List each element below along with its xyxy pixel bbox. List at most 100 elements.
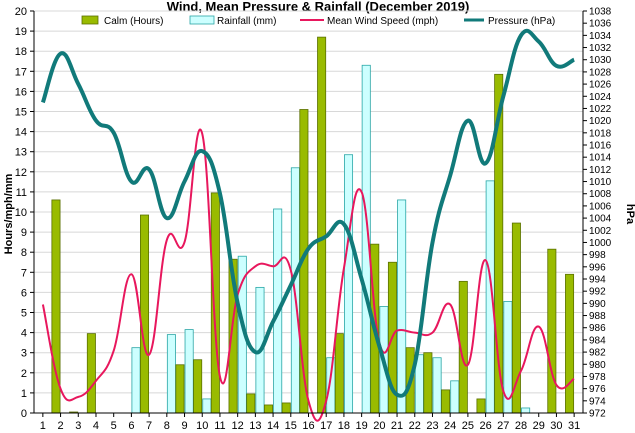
y2-tick-label-11: 994	[589, 275, 606, 286]
legend: Calm (Hours) Rainfall (mm) Mean Wind Spe…	[81, 15, 555, 27]
x-tick-label-6: 6	[128, 420, 134, 432]
y-tick-label-10: 10	[15, 207, 27, 219]
y-tick-label-18: 18	[15, 46, 27, 58]
y-tick-label-15: 15	[15, 107, 27, 119]
x-tick-label-8: 8	[164, 420, 170, 432]
calm-bar-4	[86, 333, 96, 414]
y-tick-label-8: 8	[21, 247, 27, 259]
y2-tick-label-20: 1012	[589, 165, 612, 176]
y2-axis-label: hPa	[624, 204, 635, 225]
calm-bar-9	[175, 364, 185, 414]
x-tick-label-23: 23	[426, 420, 438, 432]
rainfall-bar-8	[166, 334, 176, 414]
calm-bar-26	[476, 398, 486, 414]
calm-bar-23	[423, 352, 433, 414]
x-tick-label-13: 13	[249, 420, 261, 432]
y2-tick-label-14: 1000	[589, 238, 612, 249]
rainfall-bar-9	[184, 329, 194, 414]
y2-tick-label-29: 1030	[589, 55, 612, 66]
x-tick-label-15: 15	[285, 420, 297, 432]
y2-tick-label-28: 1028	[589, 67, 612, 78]
legend-swatch-calm	[81, 15, 99, 25]
y-tick-label-3: 3	[21, 348, 27, 360]
rainfall-bar-10	[202, 398, 212, 414]
y2-tick-label-31: 1034	[589, 31, 612, 42]
y2-tick-label-6: 984	[589, 335, 606, 346]
y2-tick-label-30: 1032	[589, 43, 612, 54]
calm-bar-13	[246, 393, 256, 414]
y-tick-label-14: 14	[15, 127, 27, 139]
y2-tick-label-5: 982	[589, 348, 606, 359]
y2-tick-label-7: 986	[589, 323, 606, 334]
x-tick-label-11: 11	[214, 420, 225, 432]
wind-speed-line	[41, 128, 575, 422]
x-tick-label-17: 17	[320, 420, 332, 432]
calm-bar-10	[193, 359, 203, 414]
x-tick-label-30: 30	[550, 420, 562, 432]
y2-tick-label-2: 976	[589, 384, 606, 395]
y-tick-label-19: 19	[15, 26, 27, 38]
legend-swatch-rainfall	[189, 15, 215, 25]
y-tick-label-5: 5	[21, 308, 27, 320]
y2-tick-label-23: 1018	[589, 128, 612, 139]
x-tick-label-27: 27	[497, 420, 509, 432]
calm-bar-14	[263, 404, 273, 414]
legend-label-pressure: Pressure (hPa)	[488, 16, 555, 27]
y2-tick-label-1: 974	[589, 396, 606, 407]
y-axis-label: Hours/mph/mm	[3, 173, 15, 254]
y2-tick-label-8: 988	[589, 311, 606, 322]
y-tick-label-12: 12	[15, 167, 27, 179]
y2-tick-label-13: 998	[589, 250, 606, 261]
calm-bar-7	[140, 214, 150, 414]
rainfall-bar-18	[344, 154, 354, 414]
x-tick-label-1: 1	[40, 420, 46, 432]
calm-bar-18	[334, 333, 344, 414]
y-tick-label-16: 16	[15, 86, 27, 98]
calm-bars	[51, 36, 575, 414]
y-tick-label-0: 0	[21, 408, 27, 420]
y2-tick-label-26: 1024	[589, 92, 612, 103]
y2-tick-label-25: 1022	[589, 104, 612, 115]
rainfall-bar-6	[131, 347, 141, 414]
y-tick-label-13: 13	[15, 147, 27, 159]
y2-tick-label-21: 1014	[589, 153, 612, 164]
y2-tick-label-18: 1008	[589, 189, 612, 200]
rainfall-bar-21	[397, 199, 407, 414]
x-tick-label-9: 9	[181, 420, 187, 432]
rainfall-bar-15	[290, 167, 300, 414]
calm-bar-30	[547, 248, 557, 414]
y2-tick-label-10: 992	[589, 287, 606, 298]
x-tick-label-16: 16	[302, 420, 314, 432]
y-tick-label-4: 4	[21, 328, 27, 340]
x-tick-label-4: 4	[93, 420, 99, 432]
y2-tick-label-0: 972	[589, 409, 606, 420]
x-tick-label-18: 18	[338, 420, 350, 432]
y-tick-label-2: 2	[21, 368, 27, 380]
y-tick-label-20: 20	[15, 6, 27, 18]
y2-tick-label-4: 980	[589, 360, 606, 371]
x-tick-label-7: 7	[146, 420, 152, 432]
x-tick-label-25: 25	[462, 420, 474, 432]
x-tick-label-21: 21	[391, 420, 403, 432]
x-tick-label-19: 19	[356, 420, 368, 432]
x-tick-label-28: 28	[515, 420, 527, 432]
y2-tick-label-22: 1016	[589, 141, 612, 152]
y2-tick-label-19: 1010	[589, 177, 612, 188]
chart-title: Wind, Mean Pressure & Rainfall (December…	[167, 0, 470, 14]
y2-tick-label-33: 1038	[589, 7, 612, 18]
legend-label-wind: Mean Wind Speed (mph)	[327, 16, 438, 27]
calm-bar-31	[565, 273, 575, 414]
x-tick-label-3: 3	[75, 420, 81, 432]
rainfall-bar-17	[326, 357, 336, 414]
x-axis-ticks: 1 2 3 4 5 6 7 8 9 10 11 12 13 14 15 16 17 18 19 20 21 22 23 24 2…	[40, 413, 580, 432]
legend-label-rainfall: Rainfall (mm)	[217, 16, 276, 27]
x-tick-label-31: 31	[568, 420, 580, 432]
calm-bar-15	[281, 402, 291, 414]
y2-tick-label-24: 1020	[589, 116, 612, 127]
y2-tick-label-17: 1006	[589, 201, 612, 212]
y-tick-label-1: 1	[21, 388, 27, 400]
rainfall-bar-24	[450, 380, 460, 414]
y2-tick-label-3: 978	[589, 372, 606, 383]
